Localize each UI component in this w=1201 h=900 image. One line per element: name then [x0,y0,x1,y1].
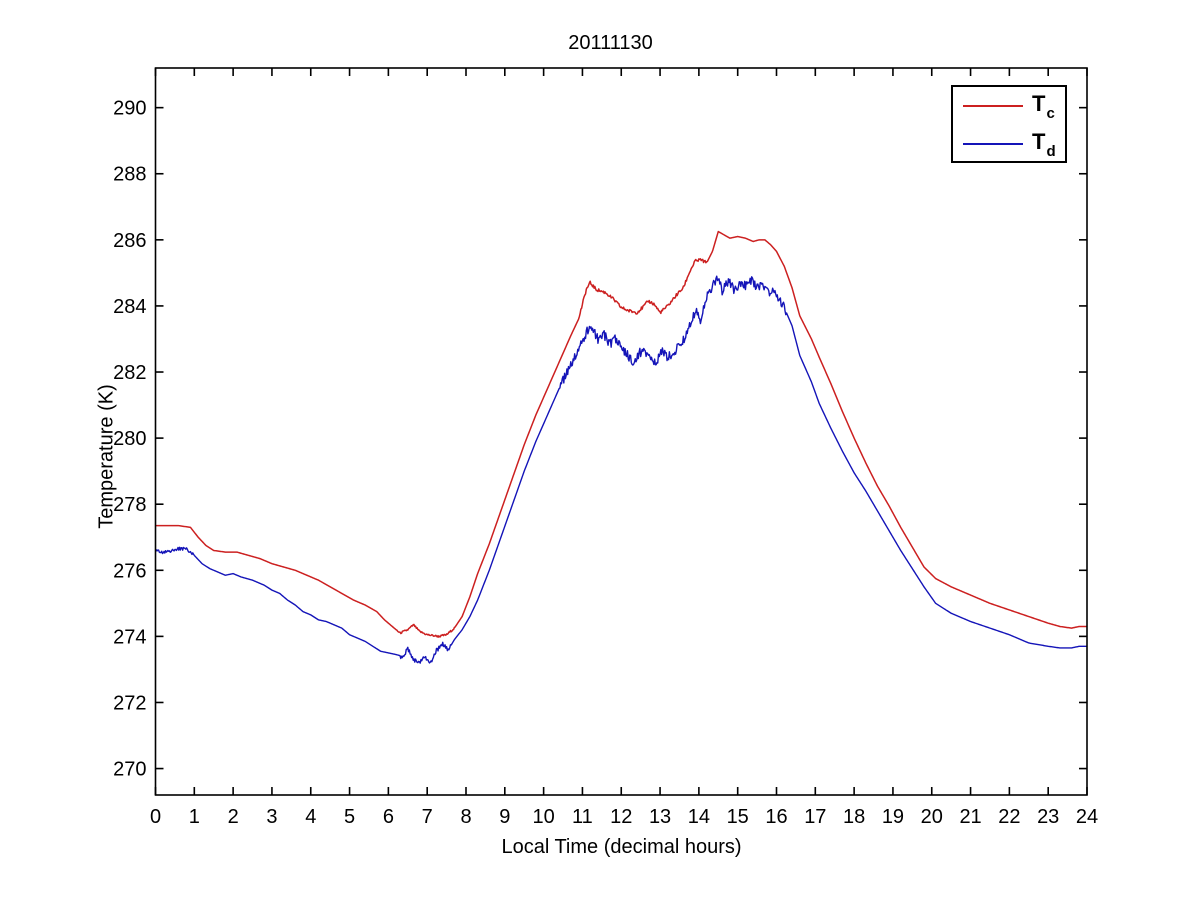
legend-label-tc: Tc [1032,90,1055,123]
x-tick-label: 12 [610,806,632,828]
x-tick-label: 18 [843,806,865,828]
x-tick-label: 15 [727,806,749,828]
y-tick-label: 276 [113,560,146,582]
x-tick-label: 2 [228,806,239,828]
x-tick-label: 23 [1037,806,1059,828]
x-tick-label: 14 [688,806,710,828]
y-tick-label: 284 [113,296,146,318]
y-axis-label: Temperature (K) [95,384,118,529]
x-tick-label: 9 [499,806,510,828]
y-tick-label: 282 [113,362,146,384]
y-tick-label: 290 [113,98,146,120]
x-tick-label: 3 [266,806,277,828]
x-tick-label: 1 [189,806,200,828]
y-tick-label: 280 [113,428,146,450]
x-tick-label: 16 [765,806,787,828]
x-tick-label: 13 [649,806,671,828]
legend-line-tc [963,105,1023,107]
x-tick-label: 20 [921,806,943,828]
series-tc-line [155,230,1087,638]
y-tick-label: 270 [113,759,146,781]
x-tick-label: 11 [572,806,593,828]
x-tick-label: 7 [422,806,433,828]
x-tick-label: 21 [959,806,981,828]
legend[interactable]: Tc Td [951,85,1067,163]
legend-label-td: Td [1032,128,1056,161]
legend-line-td [963,143,1023,145]
x-tick-label: 0 [150,806,161,828]
x-tick-label: 17 [804,806,826,828]
x-axis-label: Local Time (decimal hours) [501,836,742,858]
y-tick-label: 274 [113,626,146,648]
y-tick-label: 286 [113,230,146,252]
axes-box [154,67,1088,796]
x-tick-label: 6 [383,806,394,828]
legend-entry-tc: Tc [953,87,1065,125]
y-tick-label: 278 [113,494,146,516]
x-tick-label: 8 [460,806,471,828]
chart-title: 20111130 [568,32,653,54]
x-tick-label: 19 [882,806,904,828]
x-tick-label: 24 [1076,806,1098,828]
x-tick-label: 10 [533,806,555,828]
y-tick-label: 288 [113,164,146,186]
x-tick-label: 22 [998,806,1020,828]
series-td-line [155,275,1087,664]
x-tick-label: 4 [305,806,316,828]
y-tick-label: 272 [113,692,146,714]
x-tick-label: 5 [344,806,355,828]
legend-entry-td: Td [953,125,1065,163]
